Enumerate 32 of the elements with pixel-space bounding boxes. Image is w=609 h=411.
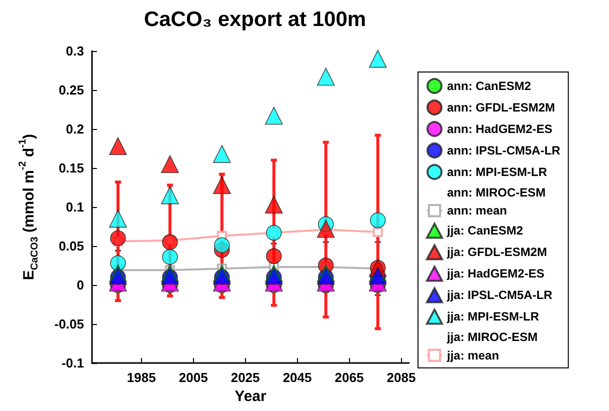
x-tick-label: 2085 [386, 370, 416, 385]
legend-label: ann: GFDL-ESM2M [447, 100, 555, 114]
legend-label: ann: mean [447, 204, 508, 218]
x-axis-title: Year [234, 388, 267, 405]
legend-label: ann: MIROC-ESM [447, 186, 546, 200]
y-tick-label: 0.15 [58, 160, 84, 176]
legend-label: ann: HadGEM2-ES [447, 122, 552, 136]
y-tick-label: 0.1 [66, 200, 84, 214]
legend-label: jja: IPSL-CM5A-LR [446, 288, 553, 302]
y-tick-label: 0.05 [58, 238, 84, 254]
y-tick-label: 0.25 [58, 82, 84, 98]
x-tick-label: 2065 [334, 370, 364, 385]
y-axis-title: ECaCO3 (mmol m-2 d-1) [18, 134, 40, 280]
legend-label: ann: IPSL-CM5A-LR [447, 144, 561, 158]
legend-label: jja: MIROC-ESM [446, 330, 538, 344]
x-tick-label: 2025 [230, 370, 260, 385]
x-tick-label: 2005 [178, 370, 208, 385]
legend-label: jja: MPI-ESM-LR [446, 310, 540, 324]
legend-label: jja: mean [446, 348, 500, 362]
legend-label: jja: CanESM2 [446, 224, 524, 238]
y-tick-label: 0.3 [66, 44, 84, 58]
x-tick-label: 1985 [126, 370, 156, 385]
legend-label: jja: HadGEM2-ES [446, 266, 544, 281]
legend-label: ann: CanESM2 [447, 79, 532, 93]
y-tick-label: 0.2 [66, 122, 84, 136]
y-tick-label: 0 [76, 278, 84, 292]
x-tick-label: 2045 [282, 370, 312, 385]
legend-label: ann: MPI-ESM-LR [447, 165, 548, 179]
legend-label: jja: GFDL-ESM2M [446, 245, 548, 260]
y-tick-label: -0.05 [54, 316, 84, 332]
chart-title: CaCO₃ export at 100m [144, 8, 366, 31]
y-tick-label: -0.1 [62, 356, 84, 370]
